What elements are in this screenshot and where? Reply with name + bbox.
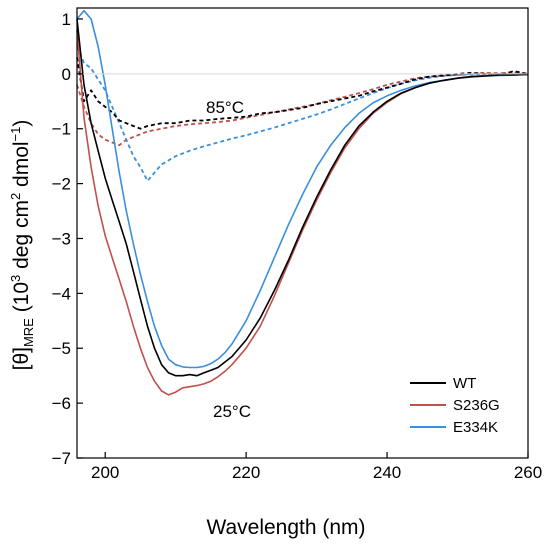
series-layer	[76, 9, 529, 396]
series-line-s236g-25c	[76, 29, 529, 396]
series-line-wt-25c	[76, 18, 529, 377]
legend-label-e334k: E334K	[453, 419, 498, 436]
y-tick-label: −1	[52, 120, 71, 139]
series-line-e334k-85c	[76, 46, 528, 182]
x-axis-title: Wavelength (nm)	[206, 516, 365, 539]
annotation-25c: 25°C	[213, 402, 251, 421]
y-axis-title-exp2: 2	[8, 193, 23, 200]
annotation-85c: 85°C	[206, 98, 244, 117]
y-tick-label: −7	[52, 449, 71, 468]
y-tick-label: −6	[52, 394, 71, 413]
legend-label-wt: WT	[453, 375, 476, 392]
x-axis-ticks: 200 220 240 260	[91, 452, 542, 482]
y-axis-title-exp1: 3	[8, 275, 23, 282]
y-axis-title-mid2: dmol	[10, 141, 33, 192]
legend-label-s236g: S236G	[453, 397, 500, 414]
y-tick-label: −2	[52, 175, 71, 194]
series-line-s236g-85c	[76, 71, 529, 147]
y-tick-label: 1	[62, 10, 71, 29]
y-axis-title-close: )	[10, 120, 33, 127]
x-tick-label: 220	[232, 463, 260, 482]
y-axis-title-open: (10	[10, 282, 33, 318]
y-axis-title-exp3: −1	[8, 127, 23, 142]
y-axis-title-mid: deg cm	[10, 200, 33, 275]
y-tick-label: −4	[52, 284, 71, 303]
y-tick-label: −5	[52, 339, 71, 358]
x-tick-label: 200	[91, 463, 119, 482]
x-tick-label: 260	[514, 463, 542, 482]
plot-frame	[76, 7, 529, 459]
y-tick-label: 0	[62, 65, 71, 84]
y-axis-ticks: 1 0 −1 −2 −3 −4 −5 −6 −7	[52, 10, 83, 468]
y-axis-title: [θ]MRE (103 deg cm2 dmol−1)	[8, 120, 36, 371]
y-axis-title-main: [θ]	[10, 347, 33, 370]
y-tick-label: −3	[52, 229, 71, 248]
y-axis-title-subscript: MRE	[21, 318, 36, 347]
series-line-wt-85c	[76, 57, 529, 130]
x-tick-label: 240	[373, 463, 401, 482]
legend: WT S236G E334K	[410, 375, 500, 436]
